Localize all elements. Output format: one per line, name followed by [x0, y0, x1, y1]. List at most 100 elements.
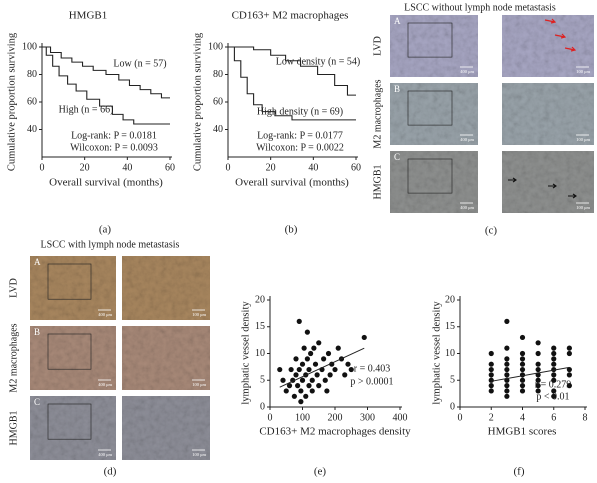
x-tick-label: 4	[520, 412, 525, 423]
point	[504, 356, 510, 362]
inset-box	[407, 22, 453, 58]
scale-bar-label: 400 μm	[460, 137, 474, 142]
point	[488, 361, 494, 367]
point	[293, 356, 299, 362]
image-letter: B	[34, 327, 40, 337]
y-tick-label: 40	[27, 124, 37, 135]
point	[504, 318, 510, 324]
panel-label: (e)	[314, 466, 327, 478]
y-tick-label: 100	[22, 41, 37, 52]
image-letter: A	[34, 257, 41, 267]
image-letter: A	[394, 16, 401, 26]
x-tick-label: 0	[458, 412, 463, 423]
arrow	[508, 177, 517, 183]
micrograph-texture	[390, 15, 478, 77]
point	[551, 388, 557, 394]
point	[299, 377, 306, 383]
y-tick-label: 60	[213, 96, 223, 107]
point	[345, 361, 351, 367]
panel-title: LSCC without lymph node metastasis	[404, 2, 556, 13]
point	[342, 372, 348, 378]
point	[519, 361, 526, 367]
point	[306, 366, 312, 373]
point	[295, 383, 301, 389]
point	[551, 361, 557, 367]
survival-curve	[228, 46, 356, 121]
fit-line	[491, 366, 570, 382]
chart-title: HMGB1	[69, 10, 108, 22]
inset-box	[47, 403, 92, 440]
survival-curve	[228, 46, 356, 96]
point	[316, 383, 322, 389]
image-letter: B	[394, 84, 400, 94]
point	[551, 356, 557, 362]
point	[299, 361, 306, 367]
y-tick-label: 80	[27, 69, 37, 80]
arrow	[564, 46, 577, 52]
arrow	[568, 193, 577, 199]
scale-bar-label: 100 μm	[576, 137, 590, 142]
series-label: High density (n = 69)	[257, 106, 343, 117]
point	[535, 377, 541, 383]
point	[566, 383, 572, 389]
point	[286, 383, 293, 389]
point	[335, 345, 341, 351]
y-tick-label: 40	[213, 124, 223, 135]
arrow	[548, 183, 557, 189]
x-tick-label: 40	[122, 162, 132, 173]
chart-title: CD163+ M2 macrophages	[232, 10, 349, 22]
point	[566, 366, 572, 373]
x-tick-label: 2	[489, 412, 494, 423]
micrograph-texture	[122, 396, 210, 460]
panel-label: (a)	[99, 224, 112, 236]
point	[519, 377, 526, 383]
point	[301, 345, 307, 351]
point	[535, 361, 541, 367]
survival-curve	[42, 46, 170, 125]
x-axis-label: Overall survival (months)	[49, 177, 163, 189]
scale-bar-label: 100 μm	[192, 312, 206, 317]
point	[296, 318, 302, 324]
point	[308, 350, 314, 357]
series-label: High (n = 66)	[59, 104, 114, 115]
point	[519, 356, 526, 362]
y-tick-label: 0	[450, 401, 455, 412]
point	[551, 377, 557, 383]
inset-box	[407, 158, 453, 194]
point	[519, 350, 526, 357]
point	[280, 377, 286, 383]
point	[488, 383, 494, 389]
point	[293, 372, 299, 378]
annotation: Log-rank: P = 0.0177	[257, 130, 343, 141]
survival-curve	[42, 46, 170, 99]
point	[325, 350, 332, 357]
point	[551, 393, 557, 399]
point	[504, 366, 510, 373]
point	[519, 388, 526, 394]
point	[316, 340, 322, 346]
point	[277, 366, 283, 373]
micrograph-texture	[30, 396, 116, 460]
y-tick-label: 0	[260, 401, 265, 412]
point	[361, 334, 367, 341]
annotation: p > 0.0001	[350, 376, 393, 387]
point	[566, 350, 572, 357]
row-label: LVD	[372, 36, 383, 56]
scale-bar-label: 100 μm	[576, 69, 590, 74]
y-tick-label: 100	[208, 41, 223, 52]
point	[535, 388, 541, 394]
point	[519, 383, 526, 389]
point	[304, 329, 310, 335]
point	[303, 393, 309, 399]
x-tick-label: 200	[328, 412, 343, 423]
micrograph-texture	[390, 151, 478, 213]
series-label: Low (n = 57)	[113, 58, 166, 69]
point	[535, 366, 541, 373]
inset-box	[47, 333, 92, 370]
scale-bar-label: 400 μm	[460, 205, 474, 210]
y-tick-label: 15	[445, 321, 455, 332]
annotation: r = 0.279	[535, 379, 571, 390]
x-tick-label: 8	[583, 412, 588, 423]
x-tick-label: 40	[308, 162, 318, 173]
